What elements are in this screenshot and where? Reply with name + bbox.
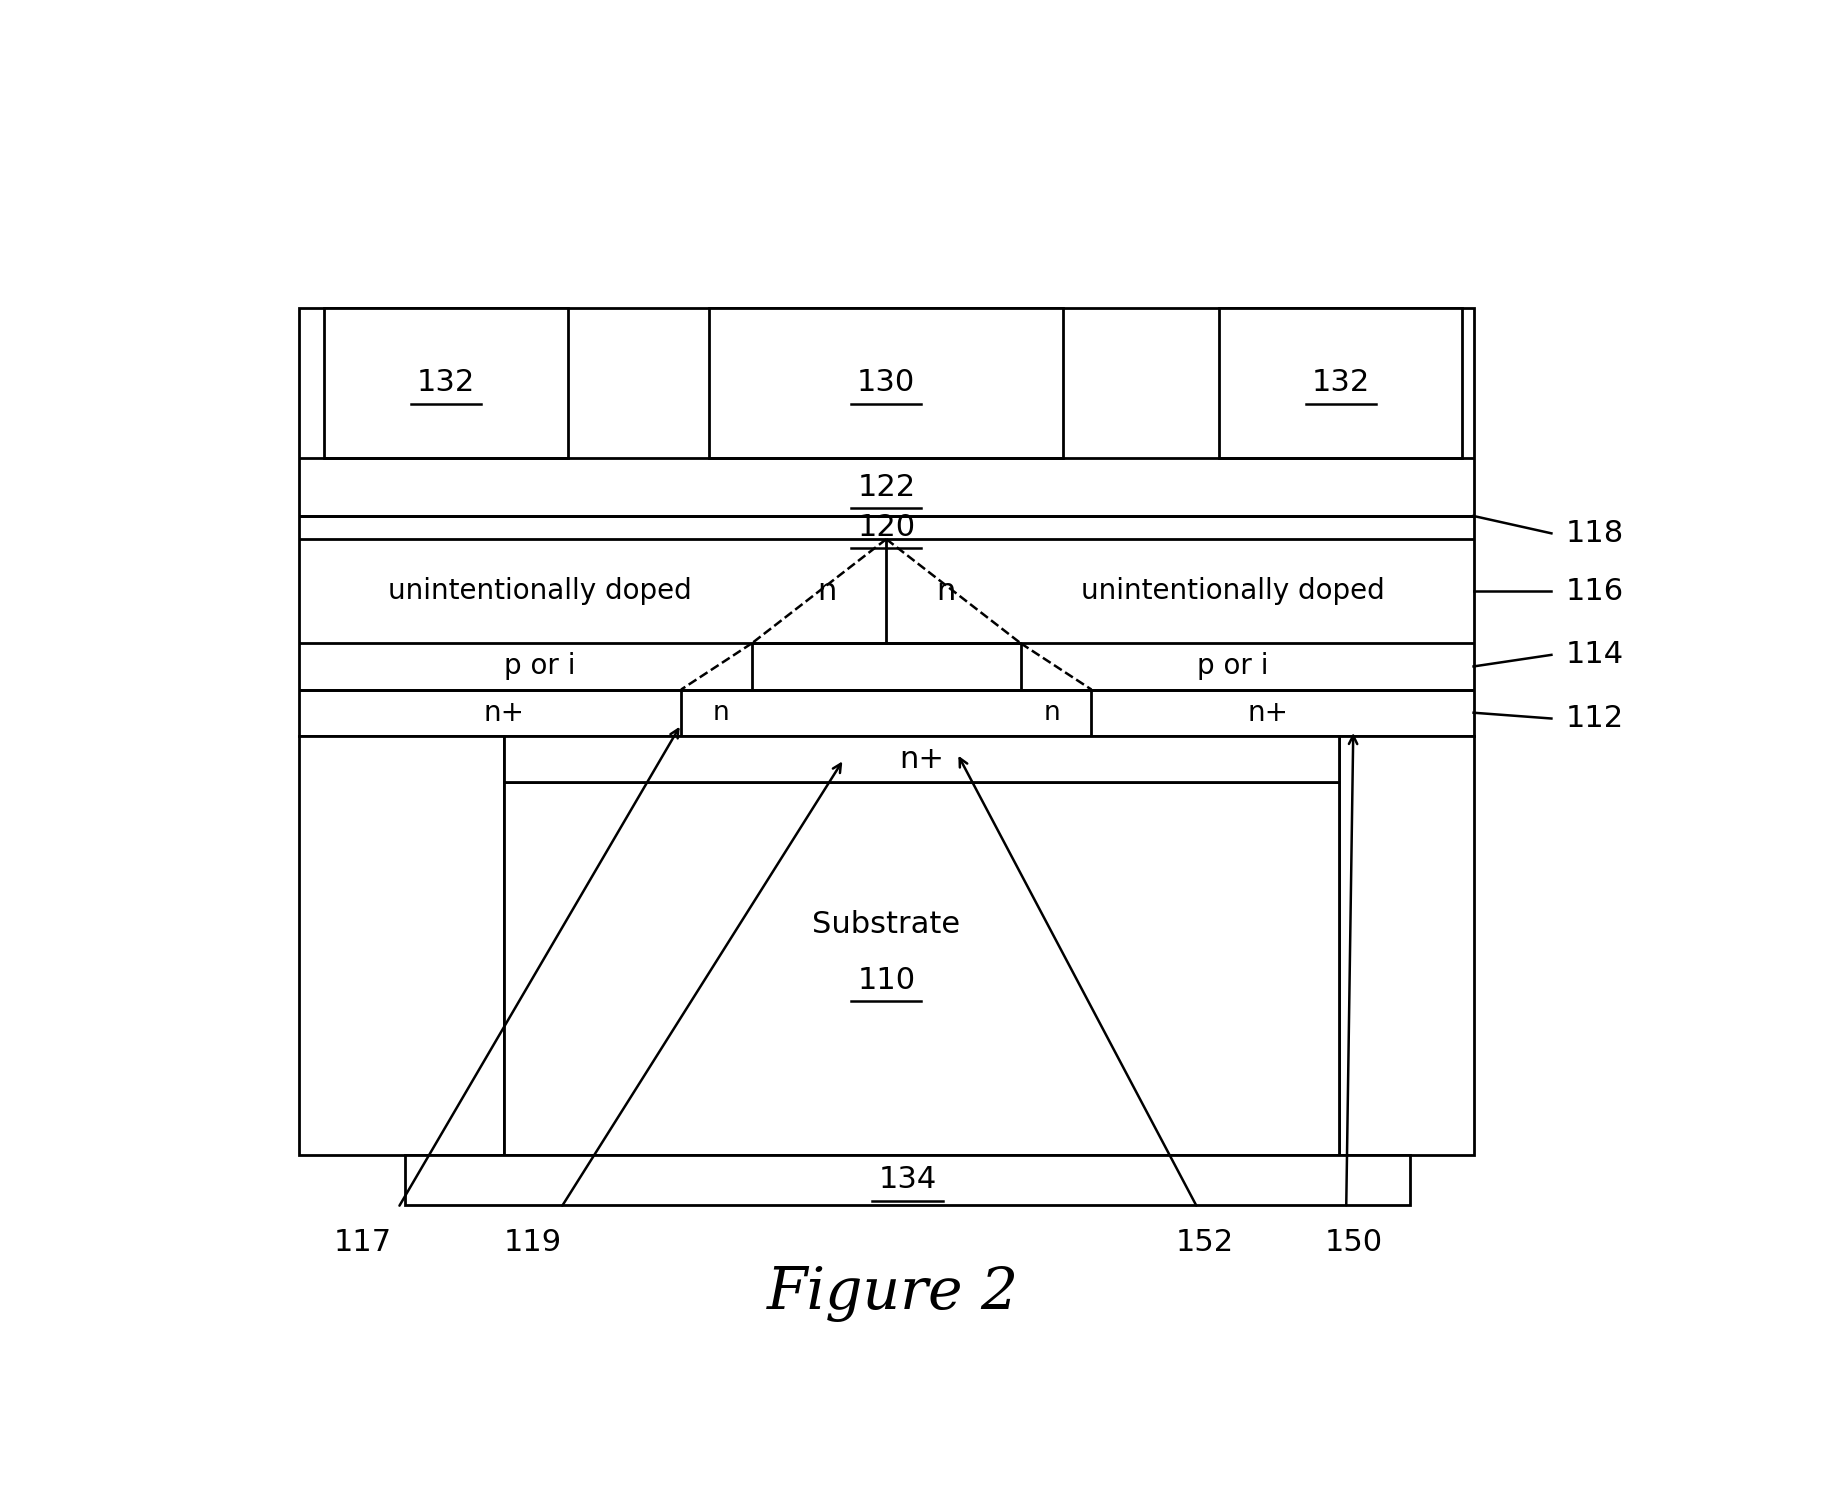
- Text: 118: 118: [1565, 519, 1623, 547]
- Text: 120: 120: [856, 513, 915, 543]
- Bar: [325, 308, 568, 458]
- Bar: [405, 1154, 1410, 1204]
- Bar: [504, 736, 1338, 782]
- Text: Figure 2: Figure 2: [767, 1266, 1019, 1323]
- Text: 122: 122: [856, 472, 915, 502]
- Text: 134: 134: [878, 1165, 937, 1195]
- Bar: [1338, 736, 1474, 1154]
- Text: unintentionally doped: unintentionally doped: [1081, 577, 1384, 606]
- Text: 132: 132: [1311, 368, 1370, 397]
- Text: 152: 152: [1176, 1228, 1234, 1258]
- Text: n: n: [712, 700, 729, 726]
- Text: 132: 132: [416, 368, 475, 397]
- Text: p or i: p or i: [1198, 652, 1269, 681]
- Text: unintentionally doped: unintentionally doped: [387, 577, 692, 606]
- Text: n+: n+: [1247, 699, 1289, 727]
- Text: n: n: [1043, 700, 1061, 726]
- Bar: [504, 782, 1338, 1154]
- Text: n+: n+: [898, 744, 944, 774]
- Text: n+: n+: [484, 699, 524, 727]
- Text: 116: 116: [1565, 577, 1623, 606]
- Bar: [299, 308, 1474, 736]
- Text: n: n: [937, 577, 955, 606]
- Text: 112: 112: [1565, 703, 1623, 733]
- Bar: [299, 736, 504, 1154]
- Text: 119: 119: [504, 1228, 562, 1258]
- Text: 150: 150: [1324, 1228, 1382, 1258]
- Text: 117: 117: [334, 1228, 393, 1258]
- Text: 110: 110: [856, 965, 915, 995]
- Bar: [708, 308, 1063, 458]
- Text: p or i: p or i: [504, 652, 575, 681]
- Text: 114: 114: [1565, 640, 1623, 669]
- Text: Substrate: Substrate: [813, 909, 960, 939]
- Text: n: n: [818, 577, 836, 606]
- Bar: [1220, 308, 1463, 458]
- Text: 130: 130: [856, 368, 915, 397]
